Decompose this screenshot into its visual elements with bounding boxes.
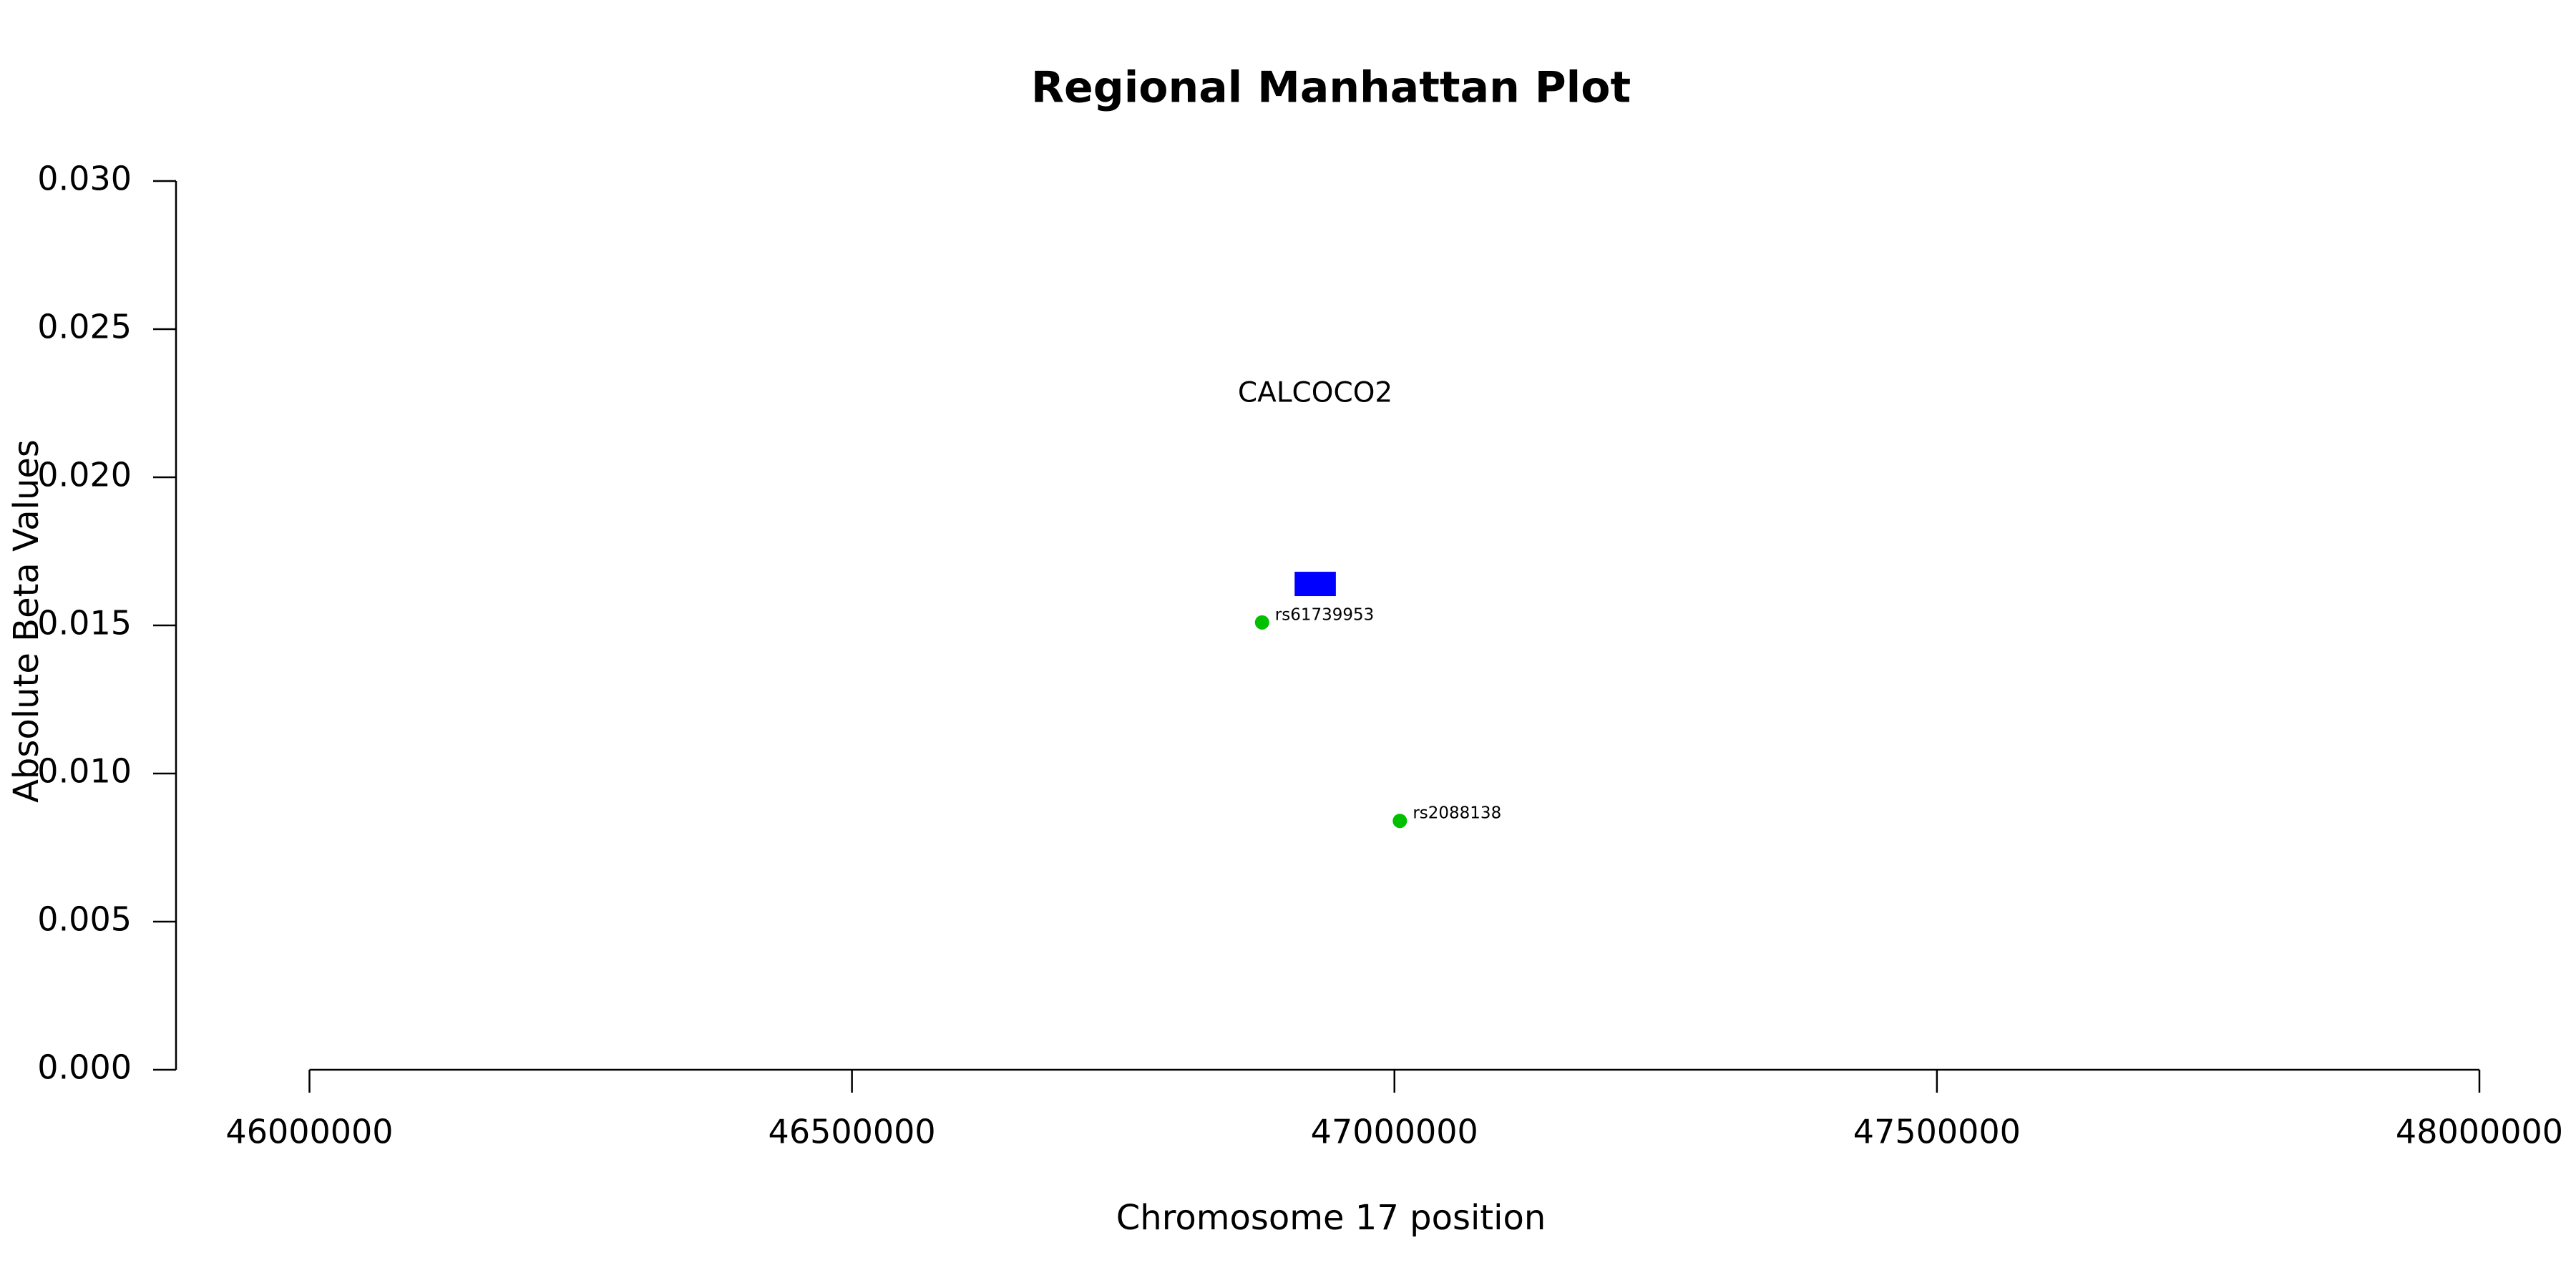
y-axis-label: Absolute Beta Values xyxy=(6,439,47,803)
gene-box xyxy=(1294,572,1336,597)
y-tick-label: 0.030 xyxy=(37,160,132,198)
x-tick-label: 47000000 xyxy=(1311,1113,1478,1151)
x-tick-label: 47500000 xyxy=(1853,1113,2021,1151)
y-tick-label: 0.000 xyxy=(37,1048,132,1087)
gene-label: CALCOCO2 xyxy=(1238,377,1392,409)
y-tick-label: 0.015 xyxy=(37,604,132,643)
x-tick-label: 46000000 xyxy=(225,1113,393,1151)
point xyxy=(1254,615,1269,630)
point xyxy=(1392,814,1407,829)
point-label: rs2088138 xyxy=(1413,804,1501,823)
y-tick-label: 0.025 xyxy=(37,308,132,346)
x-tick-label: 46500000 xyxy=(769,1113,936,1151)
x-axis-label: Chromosome 17 position xyxy=(1116,1198,1546,1238)
point-label: rs61739953 xyxy=(1275,605,1375,624)
y-tick-label: 0.005 xyxy=(37,900,132,939)
x-tick-label: 48000000 xyxy=(2396,1113,2563,1151)
y-tick-label: 0.020 xyxy=(37,456,132,494)
chart-title: Regional Manhattan Plot xyxy=(1031,63,1631,113)
y-tick-label: 0.010 xyxy=(37,752,132,791)
